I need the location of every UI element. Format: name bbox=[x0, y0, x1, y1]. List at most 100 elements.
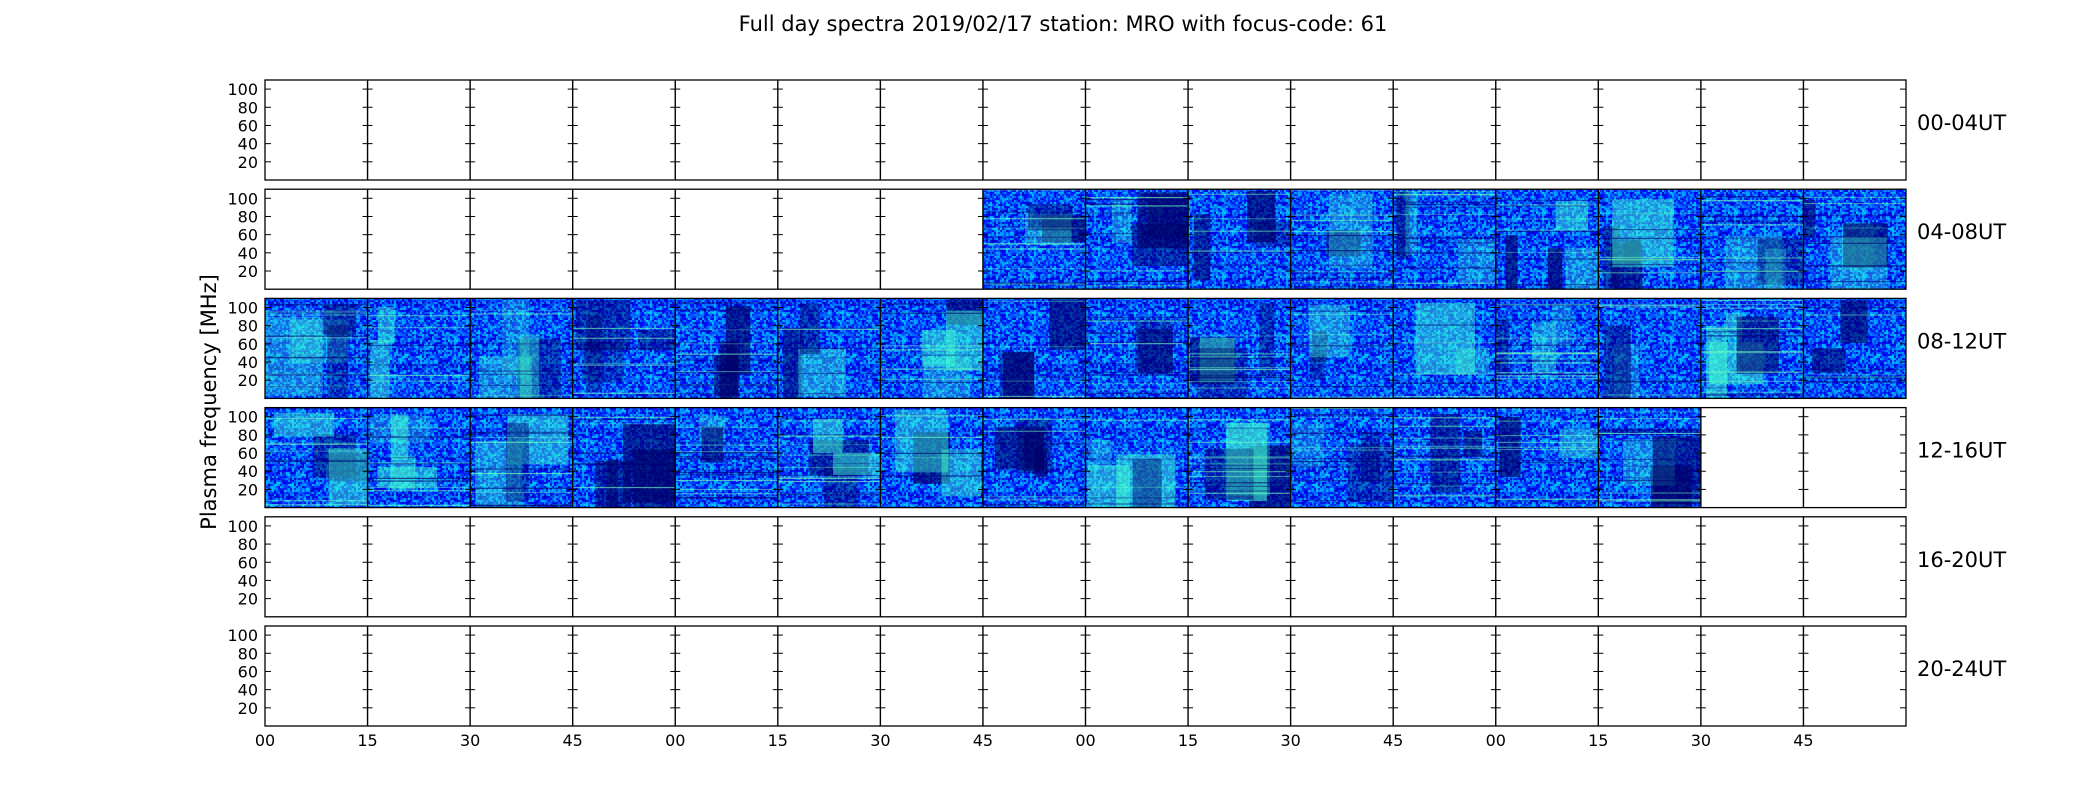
y-tick-label: 20 bbox=[238, 590, 258, 609]
y-tick-label: 40 bbox=[238, 462, 258, 481]
y-tick-label: 80 bbox=[238, 426, 258, 445]
x-tick-label: 30 bbox=[870, 731, 890, 750]
y-tick-label: 40 bbox=[238, 135, 258, 154]
x-tick-label: 30 bbox=[1280, 731, 1300, 750]
x-tick-label: 45 bbox=[563, 731, 583, 750]
x-tick-label: 15 bbox=[357, 731, 377, 750]
y-tick-label: 80 bbox=[238, 535, 258, 554]
spectrum-segment bbox=[1290, 298, 1394, 399]
spectrum-segment bbox=[1393, 189, 1496, 290]
x-tick-label: 30 bbox=[460, 731, 480, 750]
spectrum-segment bbox=[470, 298, 573, 399]
y-tick-label: 20 bbox=[238, 153, 258, 172]
spectrum-segment bbox=[367, 298, 471, 399]
y-tick-label: 100 bbox=[227, 80, 258, 99]
y-tick-label: 60 bbox=[238, 116, 258, 135]
x-tick-label: 45 bbox=[1793, 731, 1813, 750]
spectrum-segment bbox=[1393, 407, 1496, 508]
spectrum-segment bbox=[1598, 298, 1701, 399]
spectrum-segment bbox=[265, 407, 368, 508]
y-tick-label: 80 bbox=[238, 644, 258, 663]
spectrum-segment bbox=[1495, 189, 1599, 290]
x-tick-label: 15 bbox=[1178, 731, 1198, 750]
x-tick-label: 45 bbox=[973, 731, 993, 750]
spectrum-segment bbox=[1290, 189, 1394, 290]
y-tick-label: 60 bbox=[238, 444, 258, 463]
spectrum-segment bbox=[572, 298, 676, 399]
spectrum-segment bbox=[1700, 298, 1804, 399]
y-tick-label: 20 bbox=[238, 371, 258, 390]
spectrum-segment bbox=[1085, 298, 1189, 399]
chart-title: Full day spectra 2019/02/17 station: MRO… bbox=[739, 12, 1388, 36]
x-tick-label: 00 bbox=[1075, 731, 1095, 750]
y-tick-label: 40 bbox=[238, 353, 258, 372]
panel-grid: 2040608010000-04UT2040608010004-08UT2040… bbox=[227, 79, 2006, 750]
x-tick-label: 00 bbox=[665, 731, 685, 750]
spectrum-segment bbox=[367, 407, 471, 508]
y-tick-label: 100 bbox=[227, 189, 258, 208]
spectrum-segment bbox=[470, 407, 573, 508]
spectrum-segment bbox=[572, 407, 676, 508]
y-tick-label: 20 bbox=[238, 480, 258, 499]
y-tick-label: 40 bbox=[238, 681, 258, 700]
y-tick-label: 60 bbox=[238, 226, 258, 245]
row-label: 12-16UT bbox=[1917, 439, 2006, 463]
spectrum-segment bbox=[982, 298, 1086, 399]
spectrum-segment bbox=[1495, 407, 1599, 508]
spectrum-segment bbox=[1598, 189, 1701, 290]
spectrum-segment bbox=[880, 407, 983, 509]
row-label: 08-12UT bbox=[1917, 329, 2006, 353]
x-tick-label: 00 bbox=[1486, 731, 1506, 750]
spectrum-segment bbox=[1188, 189, 1291, 290]
spectrum-segment bbox=[1290, 407, 1394, 508]
y-tick-label: 60 bbox=[238, 553, 258, 572]
y-tick-label: 80 bbox=[238, 207, 258, 226]
x-tick-label: 45 bbox=[1383, 731, 1403, 750]
spectrum-segment bbox=[1495, 298, 1599, 399]
x-tick-label: 30 bbox=[1691, 731, 1711, 750]
x-tick-label: 15 bbox=[1588, 731, 1608, 750]
spectrum-segment bbox=[675, 298, 778, 399]
y-tick-label: 100 bbox=[227, 626, 258, 645]
spectrum-segment bbox=[777, 407, 881, 508]
spectrum-segment bbox=[1085, 407, 1189, 508]
spectrum-segment bbox=[675, 407, 778, 508]
spectrum-segment bbox=[1085, 189, 1189, 290]
spectrum-segment bbox=[1188, 298, 1291, 399]
x-tick-label: 15 bbox=[768, 731, 788, 750]
spectrum-segment bbox=[1188, 407, 1291, 508]
spectrum-segment bbox=[1803, 189, 1906, 290]
y-tick-label: 40 bbox=[238, 571, 258, 590]
y-tick-label: 100 bbox=[227, 298, 258, 317]
row-label: 20-24UT bbox=[1917, 657, 2006, 681]
row-label: 16-20UT bbox=[1917, 548, 2006, 572]
y-tick-label: 20 bbox=[238, 699, 258, 718]
row-label: 00-04UT bbox=[1917, 111, 2006, 135]
spectrum-segment bbox=[265, 298, 368, 399]
spectrum-segment bbox=[1803, 298, 1906, 399]
y-tick-label: 80 bbox=[238, 317, 258, 336]
row-label: 04-08UT bbox=[1917, 220, 2006, 244]
y-tick-label: 60 bbox=[238, 335, 258, 354]
spectrum-segment bbox=[1598, 407, 1701, 508]
spectrum-segment bbox=[1700, 189, 1804, 290]
y-tick-label: 80 bbox=[238, 98, 258, 117]
y-tick-label: 40 bbox=[238, 244, 258, 263]
y-axis-label: Plasma frequency [MHz] bbox=[197, 274, 221, 530]
spectrum-segment bbox=[982, 407, 1086, 508]
spectrum-segment bbox=[777, 298, 881, 399]
spectrum-segment bbox=[982, 189, 1086, 290]
y-tick-label: 100 bbox=[227, 517, 258, 536]
x-tick-label: 00 bbox=[255, 731, 275, 750]
y-tick-label: 100 bbox=[227, 408, 258, 427]
y-tick-label: 60 bbox=[238, 662, 258, 681]
spectrum-segment bbox=[1393, 298, 1496, 399]
spectrum-segment bbox=[880, 298, 983, 399]
